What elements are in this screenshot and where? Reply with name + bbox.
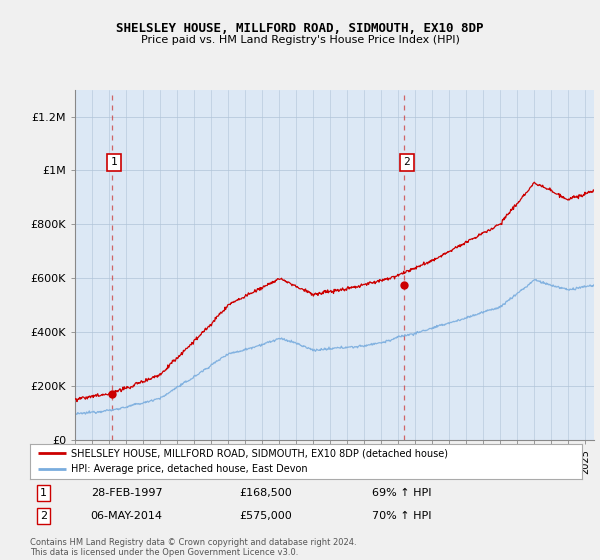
Text: Contains HM Land Registry data © Crown copyright and database right 2024.
This d: Contains HM Land Registry data © Crown c… — [30, 538, 356, 557]
Text: SHELSLEY HOUSE, MILLFORD ROAD, SIDMOUTH, EX10 8DP (detached house): SHELSLEY HOUSE, MILLFORD ROAD, SIDMOUTH,… — [71, 449, 448, 459]
Text: 69% ↑ HPI: 69% ↑ HPI — [372, 488, 432, 498]
Text: 2: 2 — [403, 157, 410, 167]
Text: 1: 1 — [40, 488, 47, 498]
Text: Price paid vs. HM Land Registry's House Price Index (HPI): Price paid vs. HM Land Registry's House … — [140, 35, 460, 45]
Text: £168,500: £168,500 — [240, 488, 293, 498]
Text: 70% ↑ HPI: 70% ↑ HPI — [372, 511, 432, 521]
Text: £575,000: £575,000 — [240, 511, 293, 521]
Text: 06-MAY-2014: 06-MAY-2014 — [91, 511, 163, 521]
Text: HPI: Average price, detached house, East Devon: HPI: Average price, detached house, East… — [71, 464, 308, 474]
Text: SHELSLEY HOUSE, MILLFORD ROAD, SIDMOUTH, EX10 8DP: SHELSLEY HOUSE, MILLFORD ROAD, SIDMOUTH,… — [116, 22, 484, 35]
Text: 2: 2 — [40, 511, 47, 521]
Text: 1: 1 — [111, 157, 118, 167]
Text: 28-FEB-1997: 28-FEB-1997 — [91, 488, 163, 498]
